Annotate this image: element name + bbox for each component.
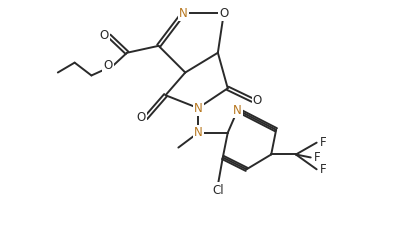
Text: O: O bbox=[218, 7, 228, 20]
Text: O: O bbox=[103, 59, 113, 72]
Text: N: N bbox=[193, 126, 202, 139]
Text: N: N bbox=[193, 101, 202, 115]
Text: O: O bbox=[252, 94, 261, 107]
Text: Cl: Cl bbox=[211, 184, 223, 197]
Text: F: F bbox=[313, 151, 320, 164]
Text: N: N bbox=[178, 7, 187, 20]
Text: O: O bbox=[100, 30, 109, 42]
Text: O: O bbox=[136, 111, 145, 124]
Text: F: F bbox=[320, 163, 326, 176]
Text: N: N bbox=[233, 104, 242, 116]
Text: F: F bbox=[320, 136, 326, 149]
